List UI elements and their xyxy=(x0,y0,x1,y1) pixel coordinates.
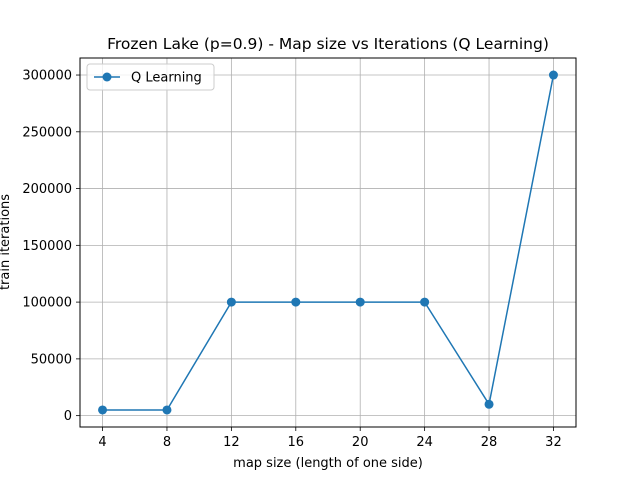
x-tick-label: 32 xyxy=(545,435,562,450)
data-point xyxy=(98,405,108,415)
x-axis-label: map size (length of one side) xyxy=(233,456,423,471)
y-axis-label: train iterations xyxy=(0,194,13,290)
x-tick-label: 28 xyxy=(481,435,498,450)
y-axis-ticks: 0 50000 100000 150000 200000 250000 300000 xyxy=(22,69,80,424)
x-tick-label: 16 xyxy=(288,435,305,450)
series-line xyxy=(102,74,555,411)
chart-title: Frozen Lake (p=0.9) - Map size vs Iterat… xyxy=(107,35,549,53)
data-point xyxy=(548,70,558,80)
plot-frame xyxy=(79,57,577,428)
y-tick-label: 50000 xyxy=(31,352,72,367)
y-tick-label: 200000 xyxy=(22,182,72,197)
y-tick-label: 0 xyxy=(64,409,72,424)
x-axis-ticks: 4 8 12 16 20 24 28 32 xyxy=(98,427,562,450)
x-tick-label: 12 xyxy=(223,435,240,450)
data-point xyxy=(226,297,236,307)
y-tick-label: 300000 xyxy=(22,69,72,84)
legend: Q Learning xyxy=(86,63,215,91)
legend-marker-swatch xyxy=(102,72,112,82)
y-tick-label: 150000 xyxy=(22,239,72,254)
data-point xyxy=(484,399,494,409)
x-tick-label: 8 xyxy=(163,435,171,450)
x-tick-label: 20 xyxy=(352,435,369,450)
y-tick-label: 100000 xyxy=(22,296,72,311)
data-point xyxy=(162,405,172,415)
x-tick-label: 24 xyxy=(416,435,433,450)
data-point xyxy=(291,297,301,307)
legend-label: Q Learning xyxy=(131,71,202,86)
data-point xyxy=(355,297,365,307)
y-tick-label: 250000 xyxy=(22,125,72,140)
data-point xyxy=(420,297,430,307)
series-layer xyxy=(98,70,558,415)
legend-box xyxy=(86,63,215,91)
x-tick-label: 4 xyxy=(98,435,106,450)
